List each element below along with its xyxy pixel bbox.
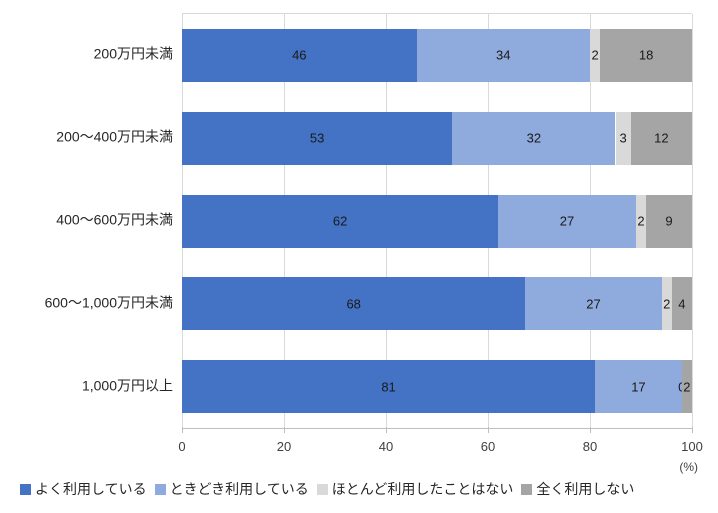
bar-segment: 2	[590, 28, 601, 82]
category-label: 600～1,000万円未満	[44, 294, 173, 311]
x-axis-tick	[590, 427, 591, 433]
bar-segment-label: 4	[678, 296, 686, 312]
bar-segment: 32	[452, 111, 616, 165]
category-label: 200～400万円未満	[56, 128, 173, 145]
bar-segment-label: 2	[591, 47, 599, 63]
bar-row: 53 32 3 12	[182, 111, 692, 165]
bar-row: 46 34 2 18	[182, 28, 692, 82]
legend-swatch	[20, 483, 31, 495]
bar-segment: 18	[600, 28, 692, 82]
bar-row: 68 27 2 4	[182, 277, 692, 331]
bar-segment: 17	[595, 360, 682, 414]
bar-segment-label: 18	[638, 47, 654, 63]
bar-segment: 34	[416, 28, 590, 82]
bar-segment-label: 53	[309, 130, 325, 146]
axis-unit-label: (%)	[679, 460, 698, 474]
legend-label: ほとんど利用したことはない	[331, 481, 514, 497]
category-labels: 200万円未満 200～400万円未満 400～600万円未満 600～1,000万円…	[0, 0, 173, 427]
bar-segment: 2	[635, 194, 647, 248]
bar-segment-label: 62	[332, 213, 348, 229]
legend-swatch	[154, 483, 166, 495]
bar-segment-label: 9	[665, 213, 673, 229]
x-axis-tick	[182, 427, 183, 433]
x-axis-tick-label: 0	[178, 439, 186, 454]
x-axis-tick	[488, 427, 489, 433]
legend-swatch	[316, 483, 328, 495]
bar-segment-label: 34	[496, 47, 511, 63]
x-axis-ticks	[182, 427, 693, 434]
x-axis-labels: 0 20 40 60 80 100	[178, 439, 702, 456]
bar-segment-label: 12	[654, 130, 669, 146]
bar-segment: 27	[525, 277, 662, 331]
bar-segment-label: 27	[586, 296, 601, 312]
legend-label: よく利用している	[35, 481, 147, 497]
bar-segment: 53	[182, 111, 453, 165]
bar-segment: 27	[498, 194, 636, 248]
x-axis-tick	[284, 427, 285, 433]
bar-row: 811702	[182, 360, 692, 414]
x-axis-tick	[386, 427, 387, 433]
category-label: 1,000万円以上	[81, 377, 173, 394]
bar-segment: 46	[182, 28, 417, 82]
bar-segment: 2	[681, 360, 692, 414]
bar-segment: 2	[661, 277, 672, 331]
bar-segment-label: 2	[663, 296, 671, 312]
category-label: 200万円未満	[93, 45, 173, 62]
bar-segment-label: 17	[631, 379, 646, 395]
legend-label: ときどき利用している	[169, 481, 309, 497]
x-axis-tick-label: 60	[480, 439, 496, 454]
bar-segment: 3	[615, 111, 631, 165]
legend-item: ほとんど利用したことはない	[316, 479, 514, 499]
bar-segment-label: 68	[346, 296, 361, 312]
gridline	[692, 14, 693, 428]
x-axis-tick-label: 80	[582, 439, 598, 454]
plot-area: 46342185332312622729682724811702	[182, 13, 693, 429]
bar-segment-label: 27	[559, 213, 575, 229]
x-axis-tick	[692, 427, 693, 433]
bar-segment: 9	[646, 194, 692, 248]
bar-row: 62 27 2 9	[182, 194, 692, 248]
bar-segment-label: 46	[292, 47, 307, 63]
legend-item: 全く利用しない	[521, 479, 634, 499]
bar-segment-label: 81	[381, 379, 396, 395]
legend-item: ときどき利用している	[154, 479, 309, 499]
legend-swatch	[521, 483, 533, 495]
bar-segment: 12	[630, 111, 692, 165]
bar-segment: 81	[182, 360, 596, 414]
legend: よく利用している ときどき利用している ほとんど利用したことはない 全く利用しない	[20, 479, 634, 499]
x-axis-tick-label: 100	[681, 439, 703, 454]
bar-segment: 68	[182, 277, 526, 331]
bar-segment-label: 32	[526, 130, 542, 146]
legend-label: 全く利用しない	[536, 481, 635, 497]
bar-segment-label: 3	[619, 130, 627, 146]
legend-item: よく利用している	[20, 479, 147, 499]
x-axis-tick-label: 40	[378, 439, 394, 454]
bar-segment: 62	[182, 194, 499, 248]
x-axis-tick-label: 20	[276, 439, 292, 454]
category-label: 400～600万円未満	[56, 211, 173, 228]
bar-segment-label: 2	[637, 213, 645, 229]
bar-segment-label: 2	[683, 379, 691, 395]
bar-segment: 4	[671, 277, 692, 331]
